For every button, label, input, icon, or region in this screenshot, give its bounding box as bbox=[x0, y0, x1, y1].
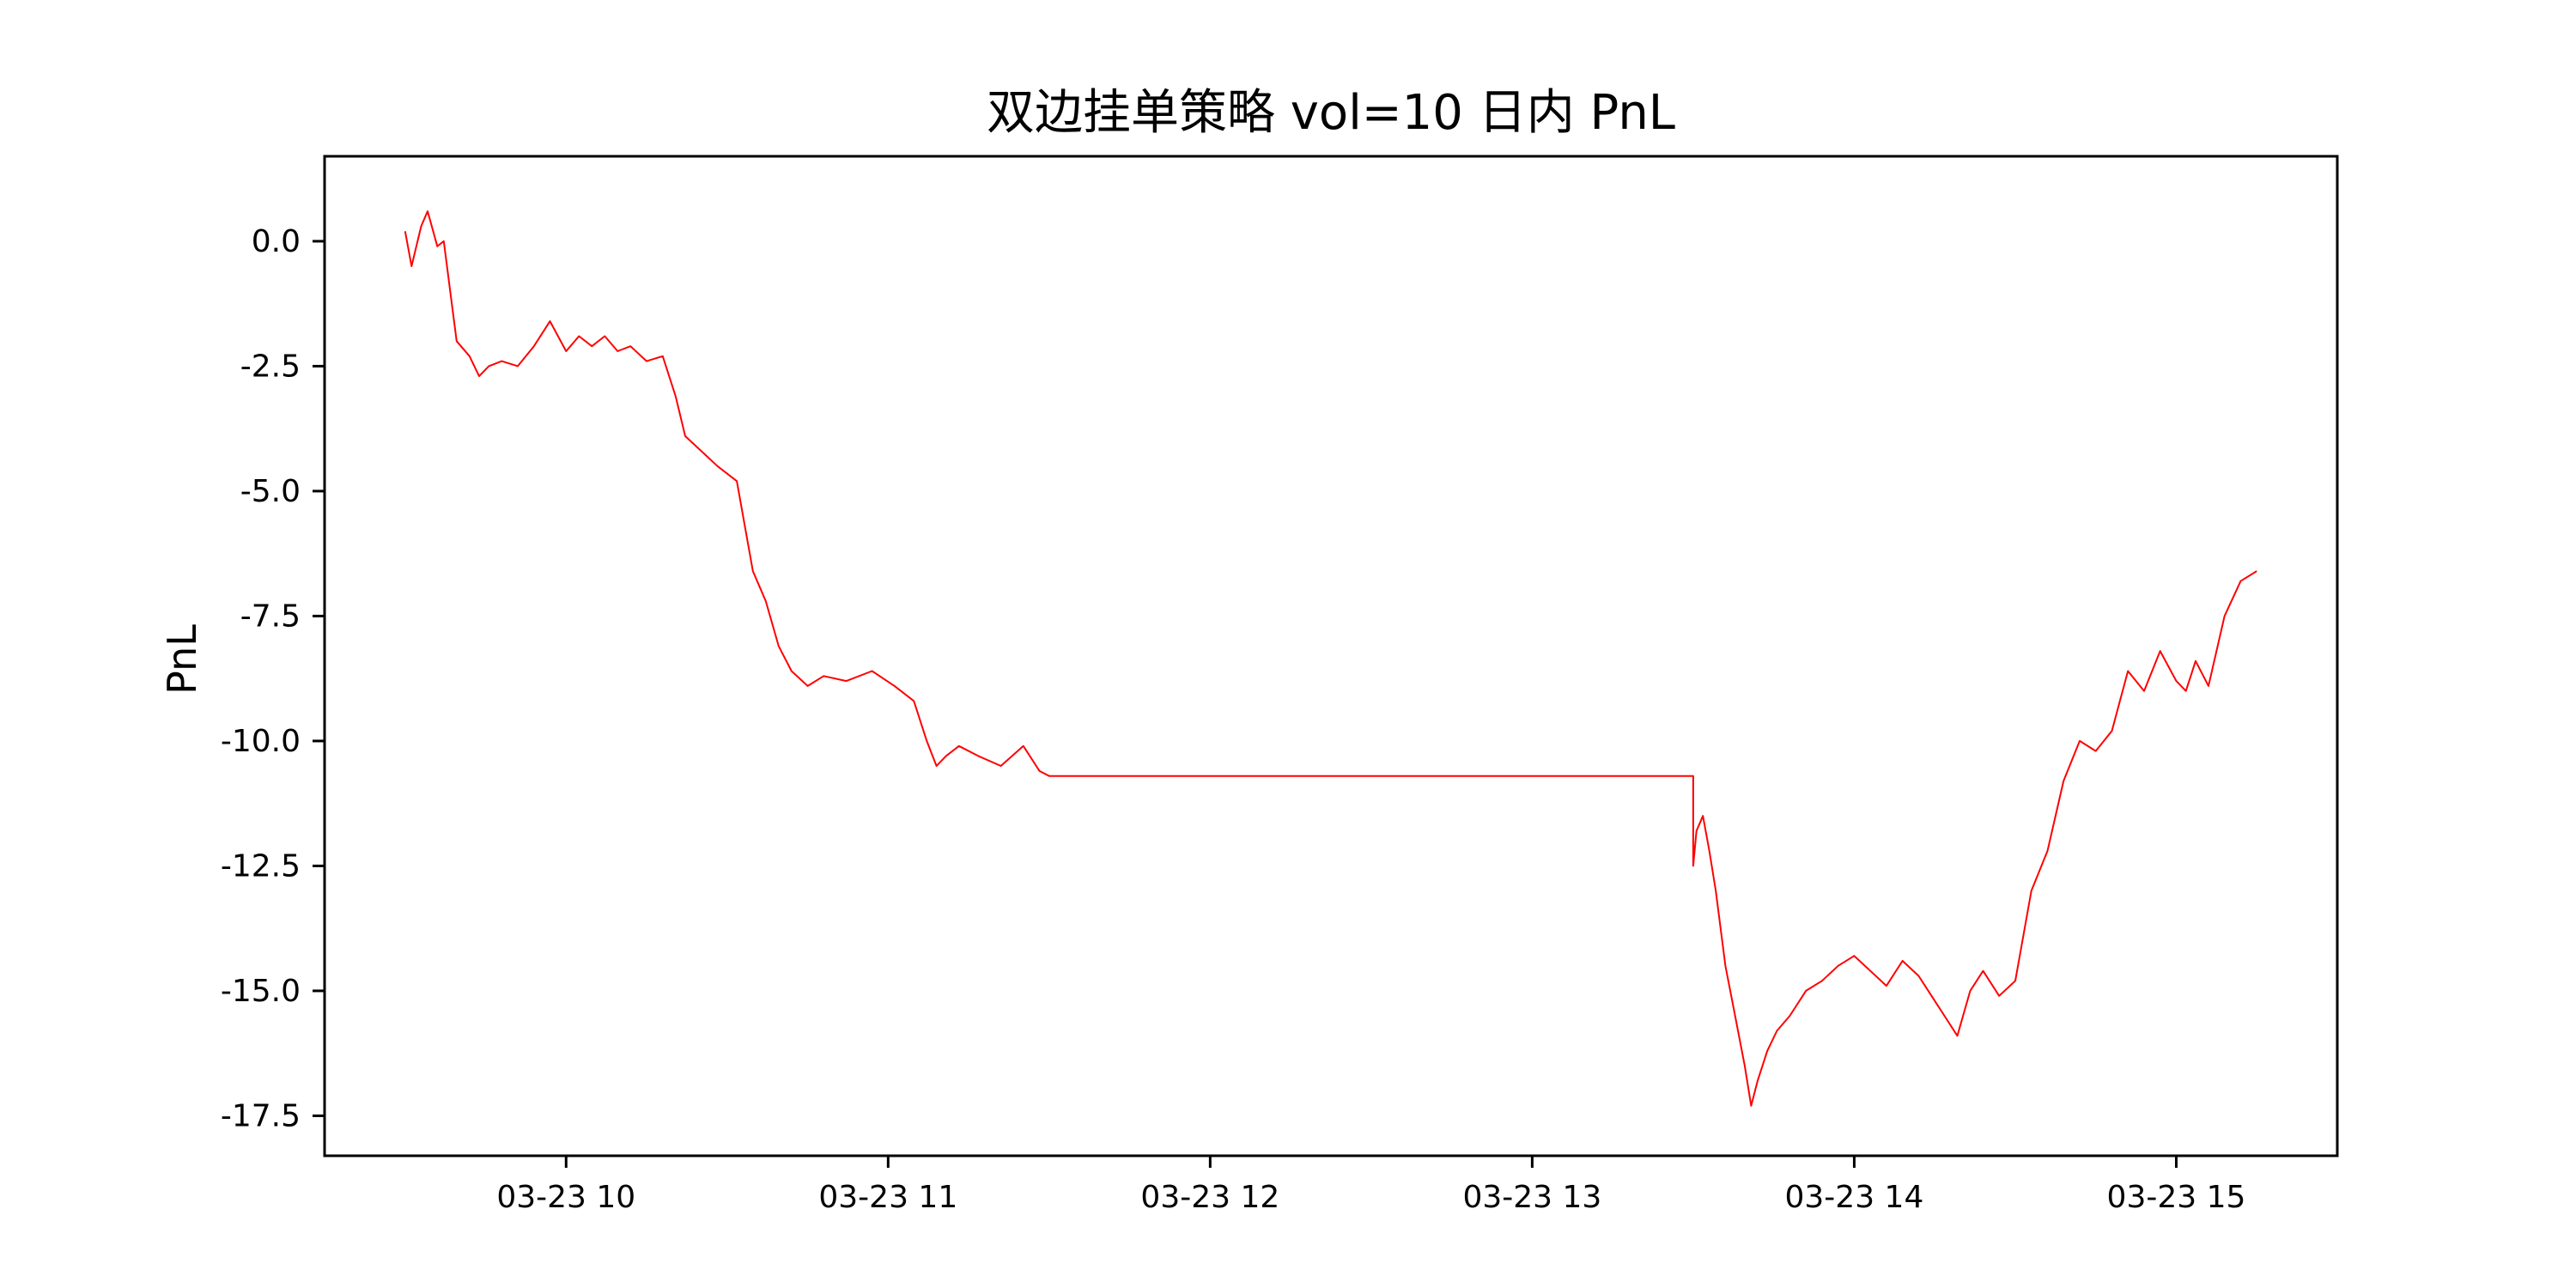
chart-title: 双边挂单策略 vol=10 日内 PnL bbox=[987, 85, 1675, 141]
y-tick-label: -7.5 bbox=[240, 598, 301, 634]
x-tick-label: 03-23 11 bbox=[818, 1180, 957, 1215]
y-axis-ticks: 0.0 -2.5 -5.0 -7.5 -10.0 -12.5 -15.0 -17.5 bbox=[221, 224, 325, 1133]
y-axis-label: PnL bbox=[159, 624, 205, 695]
plot-frame bbox=[323, 155, 2339, 1157]
y-tick-label: -17.5 bbox=[221, 1098, 301, 1133]
y-tick-label: 0.0 bbox=[252, 224, 301, 259]
y-tick-label: -12.5 bbox=[221, 848, 301, 884]
y-tick-label: -2.5 bbox=[240, 349, 301, 384]
y-tick-label: -5.0 bbox=[240, 474, 301, 509]
y-tick-label: -10.0 bbox=[221, 724, 301, 759]
x-tick-label: 03-23 15 bbox=[2107, 1180, 2246, 1215]
x-tick-label: 03-23 10 bbox=[496, 1180, 635, 1215]
x-tick-label: 03-23 14 bbox=[1785, 1180, 1924, 1215]
y-tick-label: -15.0 bbox=[221, 974, 301, 1009]
x-tick-label: 03-23 12 bbox=[1140, 1180, 1279, 1215]
series-line-pnl bbox=[404, 210, 2257, 1107]
x-axis-ticks: 03-23 10 03-23 11 03-23 12 03-23 13 03-23 14… bbox=[496, 1156, 2245, 1215]
x-tick-label: 03-23 13 bbox=[1462, 1180, 1601, 1215]
